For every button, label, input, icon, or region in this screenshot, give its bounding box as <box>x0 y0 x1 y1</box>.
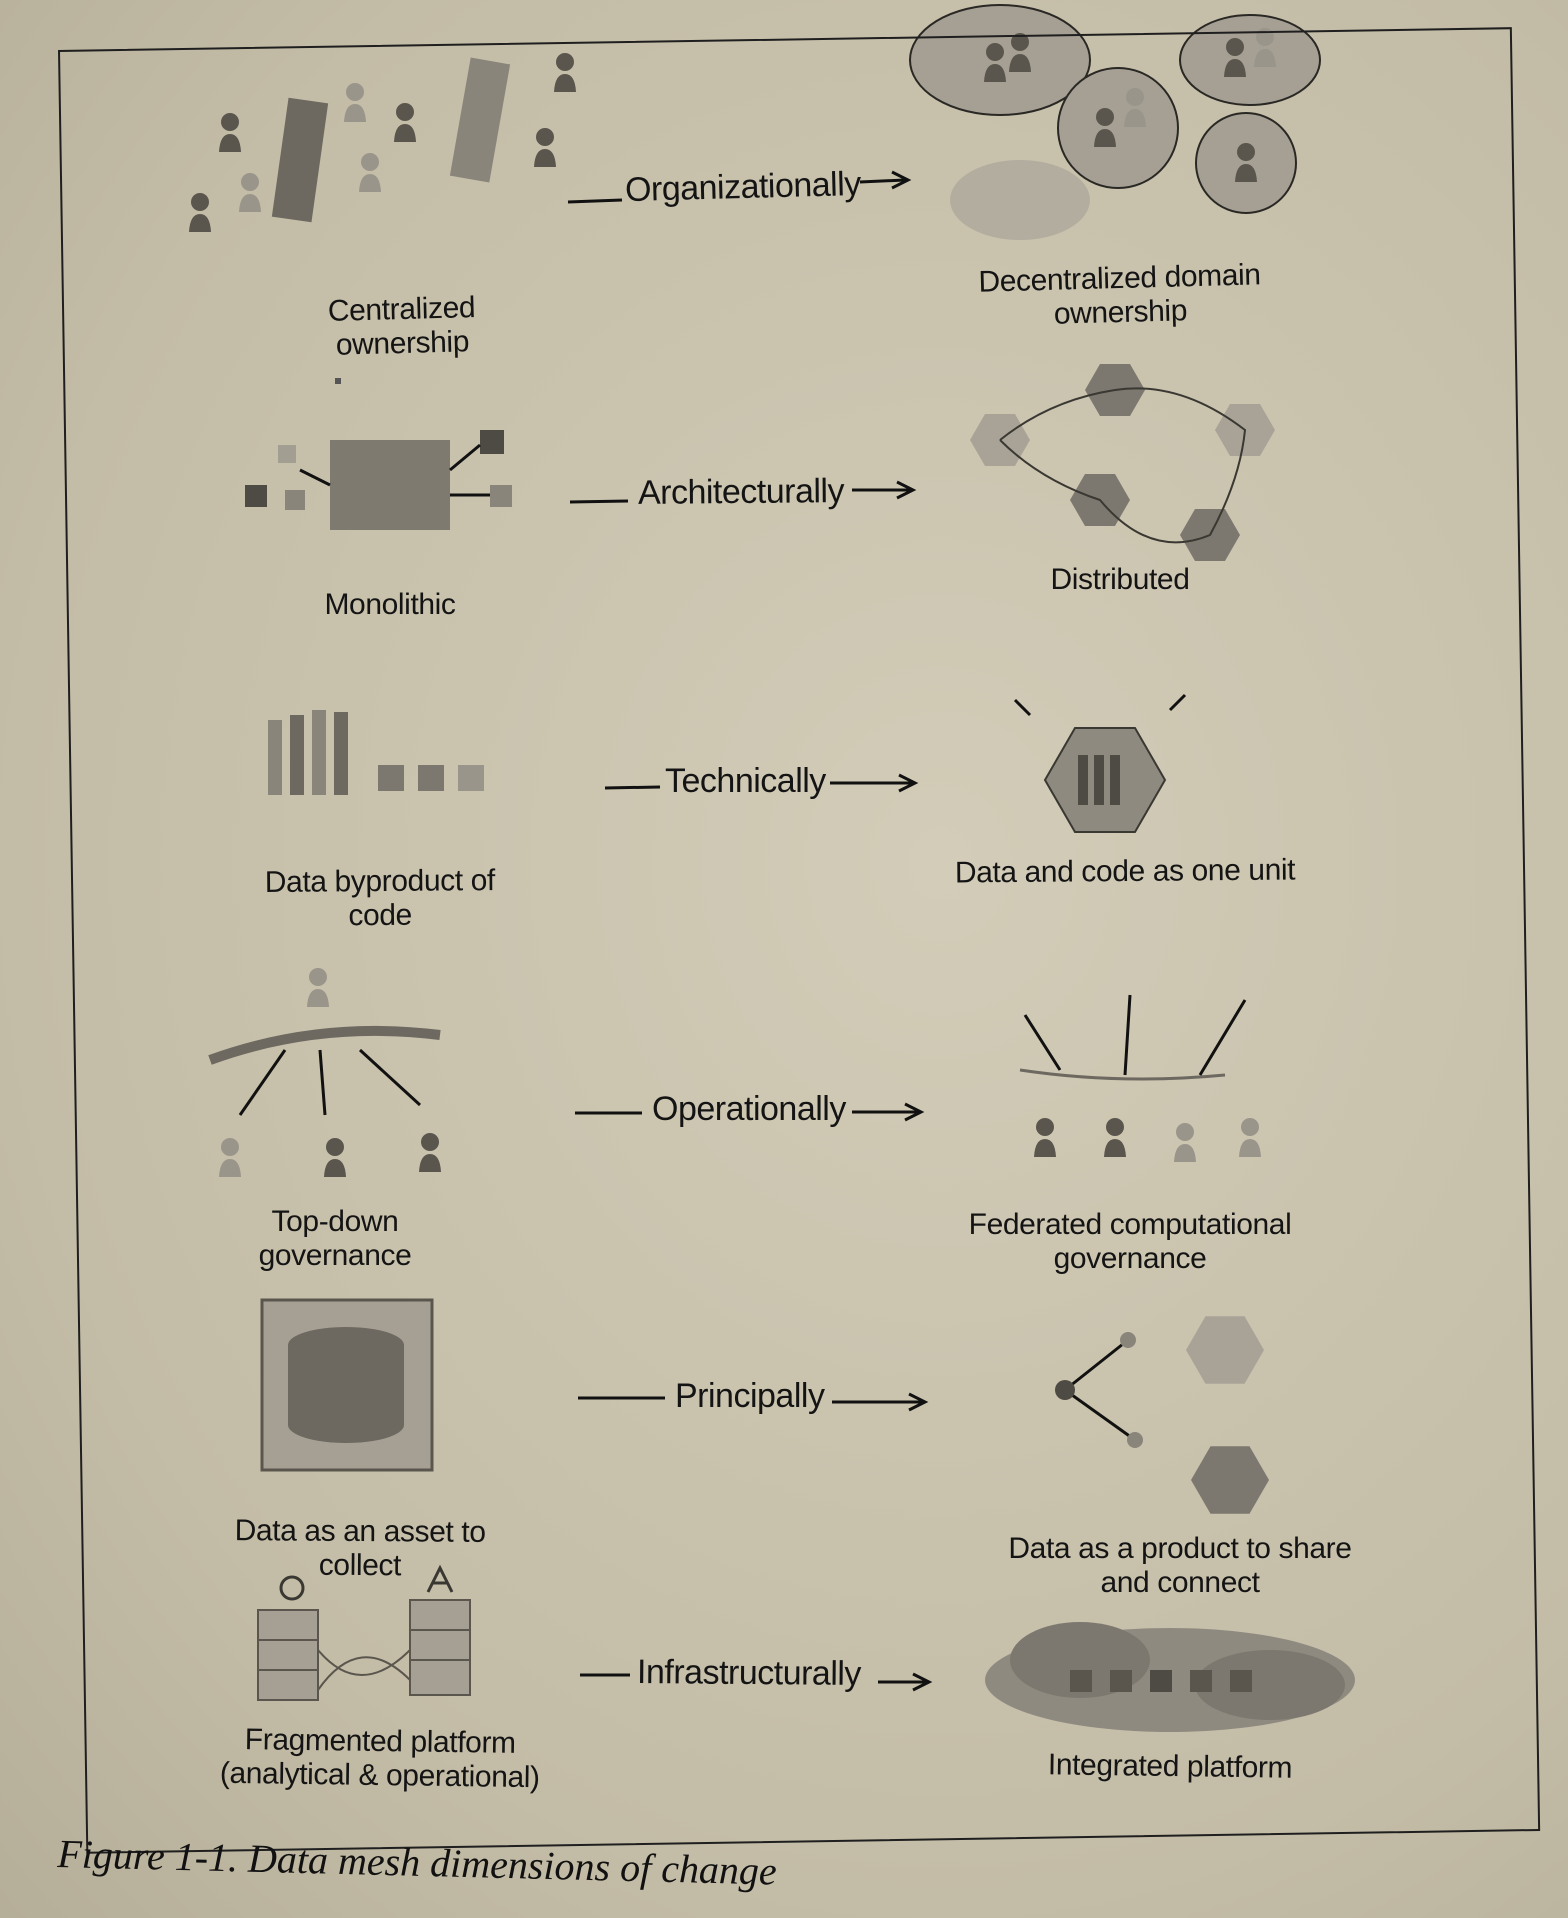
centralized-ownership-sketch <box>189 53 576 232</box>
to-integrated-platform: Integrated platform <box>1047 1748 1293 1785</box>
dimension-organizationally: Organizationally <box>624 164 862 210</box>
to-data-as-a-product: Data as a product to share and connect <box>1000 1532 1360 1600</box>
data-byproduct-sketch <box>268 710 484 795</box>
fragmented-platform-sketch <box>257 1564 471 1701</box>
from-monolithic: Monolithic <box>324 588 456 621</box>
from-fragmented-platform: Fragmented platform (analytical & operat… <box>220 1723 541 1795</box>
dimension-arrows <box>567 170 933 1692</box>
from-top-down-governance: Top-down governance <box>258 1205 412 1272</box>
from-data-byproduct-of-code: Data byproduct of code <box>264 863 495 933</box>
from-data-as-an-asset-to-collect: Data as an asset to collect <box>234 1514 486 1583</box>
data-code-unit-sketch <box>1013 693 1187 833</box>
to-line-1: Data as a product to share <box>1008 1532 1352 1565</box>
monolithic-sketch <box>245 378 512 530</box>
to-data-and-code-as-one-unit: Data and code as one unit <box>954 853 1296 890</box>
dimension-operationally: Operationally <box>652 1090 846 1128</box>
integrated-platform-sketch <box>985 1622 1355 1732</box>
dimension-infrastructurally: Infrastructurally <box>636 1653 862 1693</box>
to-line-2: governance <box>1053 1242 1207 1275</box>
distributed-sketch <box>970 364 1275 561</box>
to-decentralized-domain-ownership: Decentralized domain ownership <box>978 258 1262 331</box>
from-centralized-ownership: Centralized ownership <box>327 291 476 362</box>
from-line-1: Fragmented platform <box>244 1723 516 1760</box>
to-line-2: and connect <box>1100 1566 1260 1599</box>
data-product-sketch <box>1055 1316 1269 1514</box>
federated-governance-sketch <box>1019 994 1261 1162</box>
decentralized-ownership-sketch <box>909 4 1321 240</box>
dimension-principally: Principally <box>675 1377 825 1415</box>
to-federated-computational-governance: Federated computational governance <box>960 1208 1300 1276</box>
dimension-architecturally: Architecturally <box>637 472 845 512</box>
from-line-2: (analytical & operational) <box>219 1756 540 1795</box>
dimension-technically: Technically <box>665 762 826 800</box>
to-distributed: Distributed <box>1050 563 1190 596</box>
data-asset-sketch <box>260 1298 434 1472</box>
top-down-governance-sketch <box>208 968 441 1177</box>
to-line-1: Federated computational <box>968 1208 1292 1241</box>
